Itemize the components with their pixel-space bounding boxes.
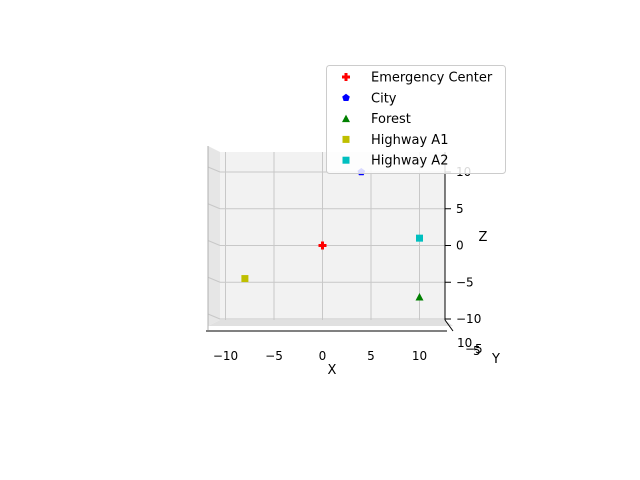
data-point [241,275,249,283]
x-tick-label: 5 [367,349,375,363]
y-tick-label: −5 [465,342,483,356]
x-tick-label: −10 [213,349,238,363]
legend-label: Highway A2 [371,154,448,169]
grid-line-z-side [207,276,221,283]
z-tick-label: 0 [456,239,464,253]
z-axis-label: Z [479,230,488,245]
legend-box [326,65,506,174]
legend-label: Forest [371,112,411,127]
legend: Emergency Center City Forest Highway A1 High… [326,65,506,174]
legend-label: Emergency Center [371,71,493,86]
grid-line-z-side [207,240,221,246]
z-tick-label: −5 [456,275,474,289]
back-pane [208,146,453,326]
z-tick-label: −10 [456,312,481,326]
data-point [318,241,327,250]
grid-line-z-side [207,203,221,210]
legend-marker [342,73,350,81]
legend-marker [342,114,350,123]
z-tick-label: 5 [456,202,464,216]
pane-back [220,152,445,320]
x-tick-label: 0 [319,349,327,363]
legend-marker [342,135,350,143]
axes [206,146,454,332]
y-tick-label: 5 [473,344,481,358]
x-tick-label: −5 [265,349,283,363]
pane-left [208,146,220,326]
grid-line-z-side [207,313,221,320]
legend-marker [342,156,350,164]
pane-floor [208,320,453,326]
legend-label: City [371,91,397,106]
y-tick-label: 10 [457,336,472,350]
legend-marker [342,93,350,101]
legend-label: Highway A1 [371,133,448,148]
data-point [415,292,424,301]
data-point [416,234,423,242]
x-tick-label: 10 [412,349,427,363]
grid-line-z-side [207,166,221,173]
x-axis-label: X [328,363,337,378]
y-axis-label: Y [491,352,500,367]
y-axis-line [444,319,454,332]
